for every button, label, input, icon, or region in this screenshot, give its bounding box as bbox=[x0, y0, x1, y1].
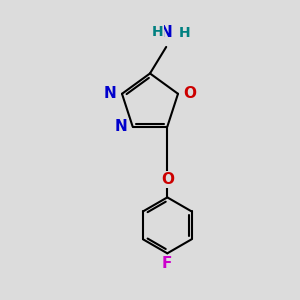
Text: F: F bbox=[162, 256, 172, 271]
Text: N: N bbox=[104, 86, 117, 101]
Text: O: O bbox=[161, 172, 174, 187]
Text: H: H bbox=[152, 25, 163, 39]
Text: N: N bbox=[115, 119, 128, 134]
Text: H: H bbox=[178, 26, 190, 40]
Text: O: O bbox=[183, 86, 196, 101]
Text: N: N bbox=[160, 25, 172, 40]
